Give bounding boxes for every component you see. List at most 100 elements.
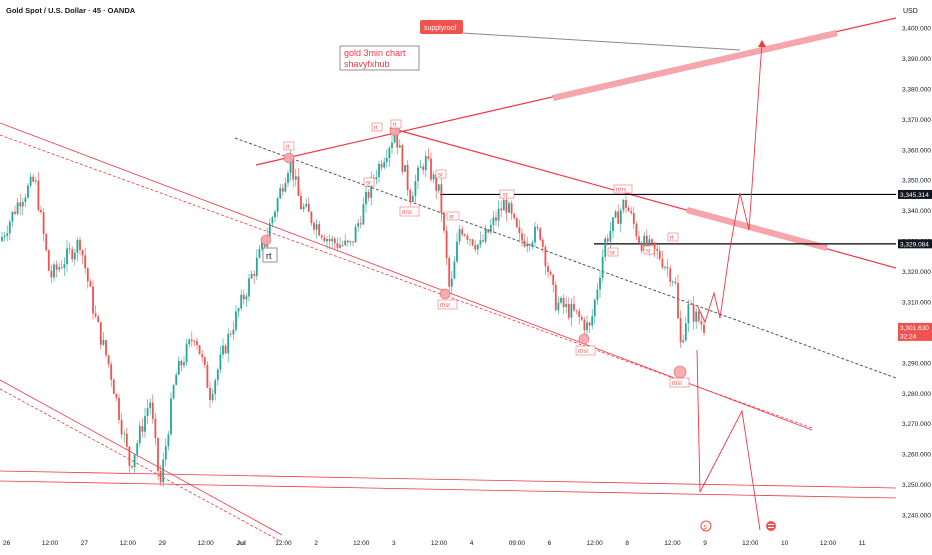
candle-body [515, 218, 518, 228]
candle-body [375, 177, 378, 180]
svg-text:rt: rt [374, 126, 378, 132]
candle-body [695, 311, 698, 322]
candle-body [245, 296, 248, 300]
candle-body [53, 264, 55, 278]
candle-body [133, 454, 136, 468]
gray-trendline [234, 137, 897, 379]
symbol-header[interactable]: Gold Spot / U.S. Dollar · 45 · OANDA [6, 6, 136, 15]
candle-body [229, 333, 232, 335]
svg-text:sr: sr [503, 193, 508, 199]
candle-body [248, 278, 250, 297]
candle-body [370, 177, 373, 198]
candle-body [489, 224, 492, 233]
svg-text:rt/sr: rt/sr [402, 210, 412, 216]
candle-body [682, 340, 685, 343]
candle-body [614, 211, 617, 218]
candle-body [162, 459, 165, 483]
candle-body [45, 234, 48, 251]
candle-body [292, 158, 295, 180]
time-tick: 12:00 [664, 540, 681, 547]
candle-body [177, 360, 180, 375]
candle-body [521, 233, 523, 241]
candle-body [679, 318, 682, 343]
candle-body [66, 248, 68, 265]
time-tick: 11 [859, 540, 866, 547]
candle-body [456, 241, 458, 262]
price-tick: 3,350.000 [902, 178, 931, 185]
time-axis[interactable]: 26 12:00 27 12:00 29 12:00 Jul 12:00 2 12:00 3 12:0… [3, 540, 866, 547]
candle-body [261, 241, 263, 250]
candle-body [89, 281, 92, 287]
candle-body [157, 438, 159, 472]
candle-body [123, 433, 126, 435]
candle-body [318, 224, 321, 236]
candle-body [209, 387, 211, 401]
candle-body [115, 394, 118, 398]
candle-body [94, 313, 97, 317]
candle-body [606, 238, 609, 242]
candle-body [471, 239, 474, 246]
price-tick: 3,370.000 [902, 117, 931, 124]
price-tick: 3,320.000 [902, 269, 931, 276]
candle-body [219, 354, 222, 370]
candle-body [385, 158, 388, 162]
candle-body [565, 303, 568, 307]
candle-body [50, 270, 53, 278]
candle-body [640, 242, 643, 251]
candle-body [235, 311, 237, 330]
candle-body [333, 238, 336, 244]
time-tick: 12:00 [820, 540, 837, 547]
candle-body [354, 226, 357, 243]
candle-body [430, 158, 432, 180]
svg-text:rt/sr: rt/sr [672, 381, 682, 387]
price-axis[interactable]: USD 3,400.000 3,390.000 3,380.000 3,370.000… [902, 8, 931, 520]
pivot-markers [260, 125, 687, 379]
rt-box[interactable] [262, 247, 278, 263]
candle-body [619, 210, 622, 224]
candle-body [388, 148, 391, 159]
candle-body [315, 224, 318, 230]
candle-body [76, 239, 79, 253]
time-tick: 26 [3, 540, 11, 547]
candle-body [411, 196, 414, 202]
candle-body [684, 323, 687, 341]
time-tick: 12:00 [431, 540, 448, 547]
candle-body [344, 240, 347, 245]
candle-body [479, 240, 482, 245]
time-tick: 4 [470, 540, 474, 547]
candle-body [645, 235, 648, 247]
candle-body [593, 299, 596, 317]
candle-body [445, 230, 448, 258]
note-box[interactable] [339, 45, 420, 71]
candle-body [346, 240, 349, 243]
candle-body [578, 311, 581, 317]
candle-body [495, 217, 497, 221]
candle-body [414, 181, 417, 197]
time-tick: 29 [159, 540, 167, 547]
candle-body [352, 241, 354, 243]
candle-body [588, 322, 591, 326]
time-tick: 6 [548, 540, 552, 547]
candle-body [271, 217, 274, 224]
candle-body [172, 385, 175, 399]
candle-body [622, 199, 625, 211]
time-tick: Jul [236, 540, 246, 547]
candle-body [302, 206, 305, 210]
candle-body [320, 235, 323, 238]
candle-body [632, 212, 635, 224]
svg-text:ʂ: ʂ [704, 524, 708, 531]
supply-box[interactable] [420, 20, 463, 34]
candle-body [188, 339, 191, 345]
event-icons[interactable]: ʂ [700, 520, 776, 532]
candle-body [404, 164, 406, 172]
price-tag-label: 3,329.084 [900, 241, 929, 248]
price-tag-label: 3,345.314 [900, 192, 929, 199]
candle-body [580, 316, 583, 320]
candle-body [339, 244, 341, 248]
candle-body [255, 257, 258, 276]
candle-body [534, 226, 536, 243]
time-tick: 10 [781, 540, 789, 547]
